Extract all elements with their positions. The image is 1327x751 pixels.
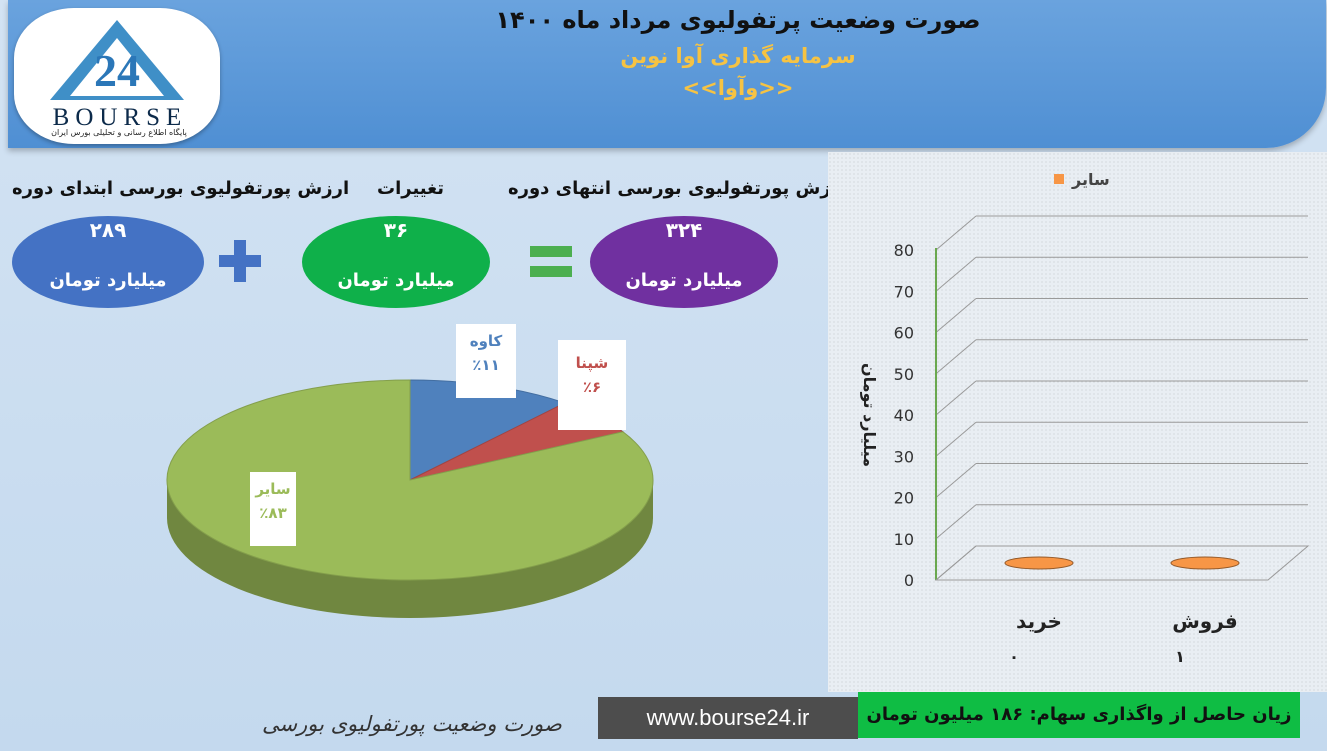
grid-diag-6 xyxy=(935,298,977,333)
pie-side-2 xyxy=(167,480,653,618)
company-name: سرمایه گذاری آوا نوین xyxy=(620,44,856,68)
end-value-unit: میلیارد تومان xyxy=(625,270,743,291)
footer-caption: صورت وضعیت پورتفولیوی بورسی xyxy=(262,712,562,736)
bar-1 xyxy=(1170,556,1240,570)
y-tick-label-4: 40 xyxy=(894,406,914,425)
pie-label-sayer-percent: ٪۸۳ xyxy=(259,504,287,522)
y-tick-label-5: 50 xyxy=(894,365,914,384)
grid-diag-2 xyxy=(935,463,977,498)
pie-label-shepna: شپنا ٪۶ xyxy=(558,340,626,430)
ticker-symbol: <<وآوا>> xyxy=(682,76,794,100)
logo-mark-icon: 24 xyxy=(50,20,184,100)
bourse24-logo[interactable]: 24 BOURSE پایگاه اطلاع رسانی و تحلیلی بو… xyxy=(14,8,220,144)
y-tick-label-7: 70 xyxy=(894,282,914,301)
change-value-unit: میلیارد تومان xyxy=(337,270,455,291)
page-title: صورت وضعیت پرتفولیوی مرداد ماه ۱۴۰۰ xyxy=(495,6,981,34)
grid-diag-5 xyxy=(935,339,977,375)
end-value-ellipse: ۳۲۴ میلیارد تومان xyxy=(590,216,778,308)
change-label: تغییرات xyxy=(377,178,445,199)
x-tick-label-0: خرید xyxy=(1016,609,1062,633)
pie-label-shepna-percent: ٪۶ xyxy=(582,378,602,396)
y-tick-label-8: 80 xyxy=(894,241,914,260)
end-value-label: ارزش پورتفولیوی بورسی انتهای دوره xyxy=(508,178,848,199)
x-tick-label-1: فروش xyxy=(1172,609,1238,633)
bar-0 xyxy=(1004,556,1074,570)
start-value-ellipse: ۲۸۹ میلیارد تومان xyxy=(12,216,204,308)
website-link[interactable]: www.bourse24.ir xyxy=(598,697,858,739)
grid-diag-7 xyxy=(935,256,977,292)
end-value-number: ۳۲۴ xyxy=(665,218,703,242)
pie-label-kaveh-percent: ٪۱۱ xyxy=(472,356,500,374)
y-tick-label-0: 0 xyxy=(904,571,914,590)
pie-label-sayer-name: سایر xyxy=(255,480,291,498)
change-value-ellipse: ۳۶ میلیارد تومان xyxy=(302,216,490,308)
change-value-number: ۳۶ xyxy=(383,218,409,242)
grid-diag-8 xyxy=(935,215,977,251)
grid-diag-1 xyxy=(935,504,977,540)
header-banner: صورت وضعیت پرتفولیوی مرداد ماه ۱۴۰۰ سرما… xyxy=(8,0,1326,148)
y-tick-label-3: 30 xyxy=(894,447,914,466)
start-value-unit: میلیارد تومان xyxy=(49,270,167,291)
pie-label-sayer: سایر ٪۸۳ xyxy=(250,472,296,546)
grid-diag-4 xyxy=(935,380,977,416)
start-value-number: ۲۸۹ xyxy=(89,218,127,242)
chart-floor xyxy=(934,545,1310,581)
start-value-label: ارزش پورتفولیوی بورسی ابتدای دوره xyxy=(12,178,350,199)
legend-label: سایر xyxy=(1071,170,1110,189)
svg-text:24: 24 xyxy=(94,45,140,96)
x-value-label-1: ۱ xyxy=(1175,647,1185,666)
y-tick-label-6: 60 xyxy=(894,324,914,343)
pie-label-kaveh-name: کاوه xyxy=(469,332,503,350)
y-axis-label: میلیارد تومان xyxy=(860,363,879,467)
pie-label-shepna-name: شپنا xyxy=(575,354,609,372)
trade-bar-chart: 0 10 20 30 40 50 60 70 80 میلیارد تومان خرید ۰ فروش ۱… xyxy=(860,170,1310,666)
logo-tagline: پایگاه اطلاع رسانی و تحلیلی بورس ایران xyxy=(51,128,187,137)
y-tick-label-1: 10 xyxy=(894,530,914,549)
x-value-label-0: ۰ xyxy=(1009,647,1019,666)
y-tick-label-2: 20 xyxy=(894,489,914,508)
pie-label-kaveh: کاوه ٪۱۱ xyxy=(456,324,516,398)
grid-diag-3 xyxy=(935,421,977,457)
legend-swatch xyxy=(1054,174,1064,184)
logo-wordmark: BOURSE xyxy=(52,104,188,131)
loss-summary: زیان حاصل از واگذاری سهام: ۱۸۶ میلیون تو… xyxy=(858,692,1300,738)
